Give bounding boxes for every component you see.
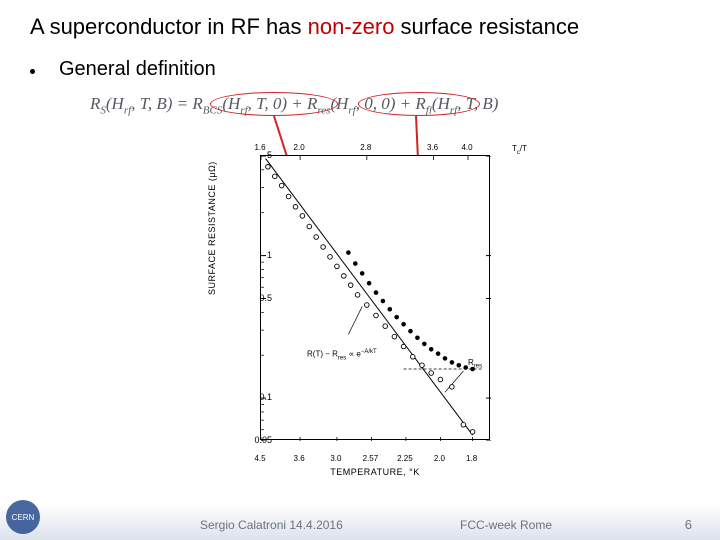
title-prefix: A superconductor in RF has — [30, 14, 308, 39]
cern-badge: CERN — [6, 500, 40, 534]
y-tick-label: 1 — [242, 250, 272, 260]
x-tick-top-label: 3.6 — [427, 143, 438, 152]
x-tick-bottom-label: 1.8 — [466, 454, 477, 463]
plot-svg — [261, 156, 491, 441]
footer-gradient — [0, 504, 720, 540]
top-axis-label: Tc/T — [512, 143, 527, 156]
x-tick-top-label: 2.0 — [294, 143, 305, 152]
y-tick-label: 0.5 — [242, 293, 272, 303]
x-tick-bottom-label: 2.57 — [363, 454, 379, 463]
y-axis-label: SURFACE RESISTANCE (μΩ) — [207, 161, 217, 295]
y-tick-label: 0.1 — [242, 392, 272, 402]
footer-event: FCC-week Rome — [460, 518, 552, 532]
fit-annotation: R(T) − Rres ∝ e−A/kT — [307, 349, 377, 361]
x-tick-bottom-label: 2.0 — [434, 454, 445, 463]
ellipse-res — [358, 92, 480, 116]
bullet-dot — [30, 69, 35, 74]
title-nonzero: non-zero — [308, 14, 395, 39]
x-tick-bottom-label: 3.6 — [294, 454, 305, 463]
ellipse-bcs — [210, 92, 338, 116]
x-tick-top-label: 1.6 — [254, 143, 265, 152]
y-tick-label: 0.05 — [242, 435, 272, 445]
title-suffix: surface resistance — [394, 14, 579, 39]
x-tick-bottom-label: 3.0 — [330, 454, 341, 463]
x-tick-top-label: 2.8 — [360, 143, 371, 152]
x-axis-label: TEMPERATURE, °K — [260, 467, 490, 477]
surface-resistance-chart: SURFACE RESISTANCE (μΩ) TEMPERATURE, °K … — [215, 145, 505, 475]
slide-title: A superconductor in RF has non-zero surf… — [30, 14, 579, 40]
footer-author: Sergio Calatroni 14.4.2016 — [200, 518, 343, 532]
rres-annotation: Rres — [468, 358, 482, 370]
x-tick-bottom-label: 4.5 — [254, 454, 265, 463]
x-tick-bottom-label: 2.25 — [397, 454, 413, 463]
bullet-row: General definition — [30, 58, 216, 81]
x-tick-top-label: 4.0 — [461, 143, 472, 152]
plot-area: R(T) − Rres ∝ e−A/kT Rres — [260, 155, 490, 440]
bullet-text: General definition — [59, 58, 216, 81]
footer-page-number: 6 — [685, 517, 692, 532]
